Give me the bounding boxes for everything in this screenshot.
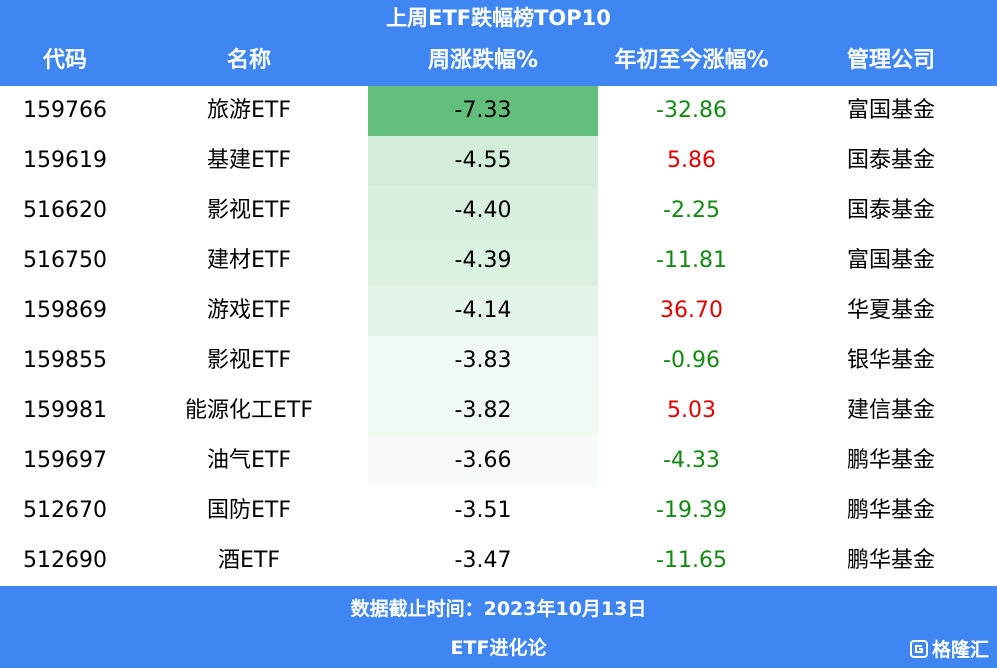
table-cell: 516620 — [23, 198, 107, 223]
table-cell: 鹏华基金 — [846, 548, 935, 573]
date-note: 数据截止时间：2023年10月13日 — [350, 598, 647, 620]
table-cell: 基建ETF — [207, 148, 291, 173]
table-cell: 国泰基金 — [846, 148, 935, 173]
table-cell: -4.39 — [368, 236, 598, 286]
table-cell: -3.47 — [368, 536, 598, 586]
column-header: 周涨跌幅% — [427, 48, 539, 73]
table-body: 159766 旅游ETF -7.33 -32.86 富国基金 159619 基建ETF -4.… — [0, 86, 997, 586]
table-cell: 华夏基金 — [846, 298, 935, 323]
table-cell: -4.55 — [368, 136, 598, 186]
table-cell: 建信基金 — [846, 398, 935, 423]
table-cell: 36.70 — [660, 298, 723, 323]
table-cell: -3.82 — [368, 386, 598, 436]
table-row: 159766 旅游ETF -7.33 -32.86 富国基金 — [0, 86, 997, 136]
table-cell: 159766 — [23, 98, 107, 123]
table-cell: 富国基金 — [846, 98, 935, 123]
table-cell: -3.66 — [368, 436, 598, 486]
header-row: 代码 名称 周涨跌幅% 年初至今涨幅% 管理公司 — [0, 36, 997, 86]
table-cell: 建材ETF — [207, 248, 291, 273]
column-header: 代码 — [42, 48, 87, 73]
table-cell: 512690 — [23, 548, 107, 573]
table-cell: -4.40 — [368, 186, 598, 236]
table-row: 159855 影视ETF -3.83 -0.96 银华基金 — [0, 336, 997, 386]
table-cell: -3.83 — [368, 336, 598, 386]
table-row: 516750 建材ETF -4.39 -11.81 富国基金 — [0, 236, 997, 286]
table-row: 159619 基建ETF -4.55 5.86 国泰基金 — [0, 136, 997, 186]
table-cell: 富国基金 — [846, 248, 935, 273]
column-header: 年初至今涨幅% — [614, 48, 769, 73]
table-row: 159981 能源化工ETF -3.82 5.03 建信基金 — [0, 386, 997, 436]
table-cell: -2.25 — [663, 198, 720, 223]
table-cell: 鹏华基金 — [846, 448, 935, 473]
table-cell: 银华基金 — [846, 348, 935, 373]
table-cell: -4.14 — [368, 286, 598, 336]
table-cell: 159869 — [23, 298, 107, 323]
table-cell: -0.96 — [663, 348, 720, 373]
table-row: 159697 油气ETF -3.66 -4.33 鹏华基金 — [0, 436, 997, 486]
column-header: 管理公司 — [846, 48, 935, 73]
table-cell: -4.33 — [663, 448, 720, 473]
table-cell: -32.86 — [656, 98, 727, 123]
table-cell: 516750 — [23, 248, 107, 273]
title: 上周ETF跌幅榜TOP10 — [0, 0, 997, 36]
table-cell: -11.81 — [656, 248, 727, 273]
table-cell: -19.39 — [656, 498, 727, 523]
table-cell: 国泰基金 — [846, 198, 935, 223]
table-cell: 159981 — [23, 398, 107, 423]
table-cell: 159855 — [23, 348, 107, 373]
table-cell: 油气ETF — [207, 448, 291, 473]
table-cell: 5.03 — [667, 398, 716, 423]
table-row: 512690 酒ETF -3.47 -11.65 鹏华基金 — [0, 536, 997, 586]
source: ETF进化论 — [450, 637, 547, 659]
watermark-text: 格隆汇 — [931, 639, 989, 661]
watermark: 格隆汇 — [909, 635, 989, 662]
table-row: 159869 游戏ETF -4.14 36.70 华夏基金 — [0, 286, 997, 336]
watermark-icon — [909, 639, 928, 658]
table-cell: 酒ETF — [218, 548, 280, 573]
table-cell: 影视ETF — [207, 348, 291, 373]
table-cell: 旅游ETF — [207, 98, 291, 123]
column-header: 名称 — [226, 48, 271, 73]
table-row: 512670 国防ETF -3.51 -19.39 鹏华基金 — [0, 486, 997, 536]
table-cell: -7.33 — [368, 86, 598, 136]
table-cell: 5.86 — [667, 148, 716, 173]
table-cell: 影视ETF — [207, 198, 291, 223]
table-cell: 159619 — [23, 148, 107, 173]
table-cell: 能源化工ETF — [185, 398, 313, 423]
table-cell: -3.51 — [368, 486, 598, 536]
table-cell: 159697 — [23, 448, 107, 473]
table-cell: 鹏华基金 — [846, 498, 935, 523]
table-cell: 国防ETF — [207, 498, 291, 523]
table-row: 516620 影视ETF -4.40 -2.25 国泰基金 — [0, 186, 997, 236]
table-cell: 512670 — [23, 498, 107, 523]
table-cell: -11.65 — [656, 548, 727, 573]
footer: 数据截止时间：2023年10月13日 ETF进化论 格隆汇 — [0, 586, 997, 668]
table-cell: 游戏ETF — [207, 298, 291, 323]
